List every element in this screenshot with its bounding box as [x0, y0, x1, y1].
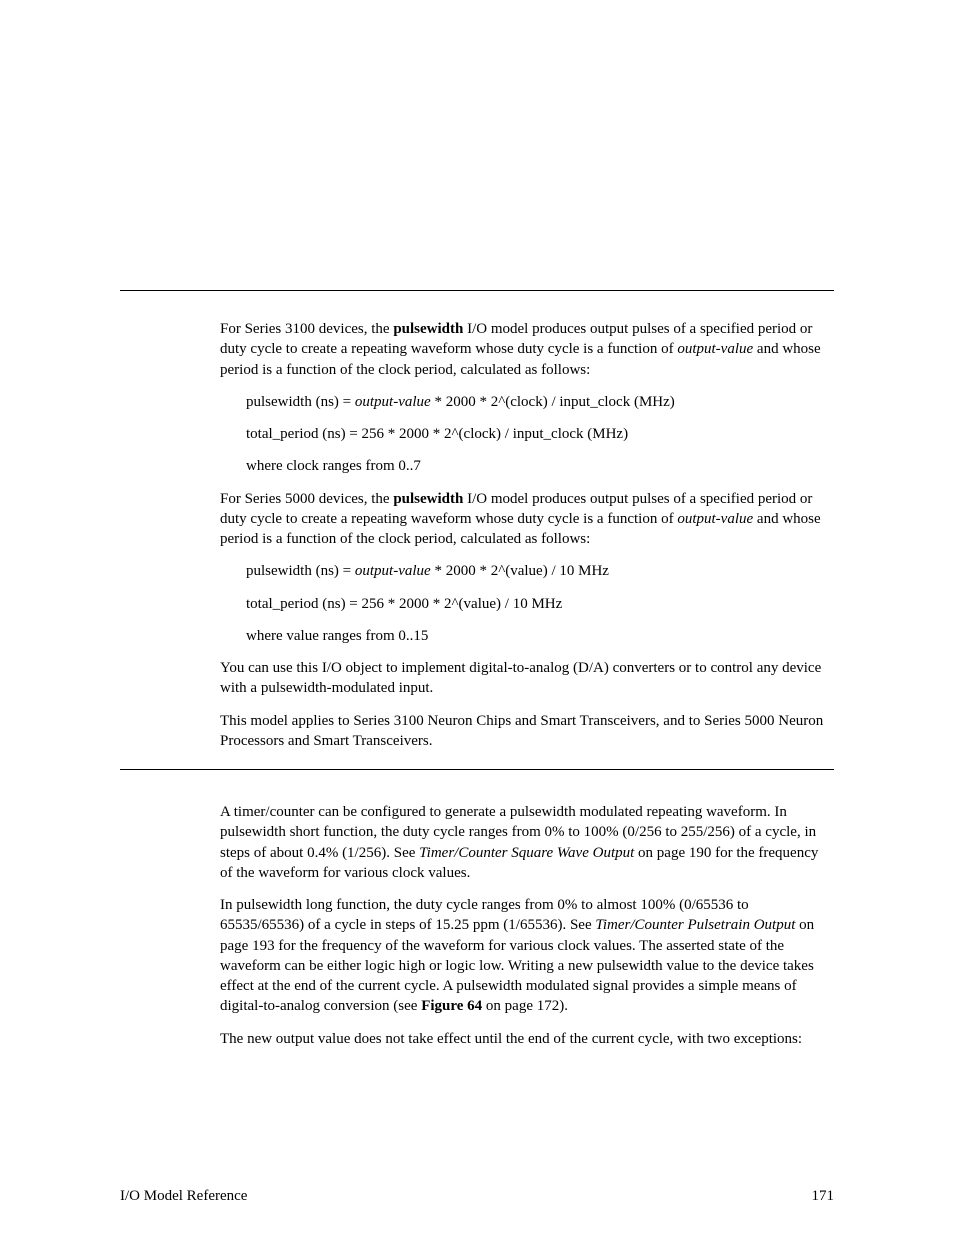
text-fragment: For Series 3100 devices, the: [220, 321, 393, 337]
formula-line: where value ranges from 0..15: [246, 626, 834, 646]
body-paragraph: You can use this I/O object to implement…: [220, 658, 834, 699]
text-italic: output-value: [677, 341, 753, 357]
section-divider-mid: [120, 769, 834, 770]
text-italic: output-value: [677, 511, 753, 527]
body-paragraph: A timer/counter can be configured to gen…: [220, 802, 834, 883]
text-fragment: * 2000 * 2^(clock) / input_clock (MHz): [431, 394, 675, 410]
text-bold: Figure 64: [421, 998, 482, 1014]
text-bold: pulsewidth: [393, 321, 463, 337]
section-divider-top: [120, 290, 834, 291]
text-fragment: on page 172).: [482, 998, 568, 1014]
text-fragment: pulsewidth (ns) =: [246, 394, 355, 410]
formula-line: total_period (ns) = 256 * 2000 * 2^(valu…: [246, 594, 834, 614]
page-footer: I/O Model Reference 171: [120, 1188, 834, 1205]
text-fragment: For Series 5000 devices, the: [220, 491, 393, 507]
formula-line: pulsewidth (ns) = output-value * 2000 * …: [246, 392, 834, 412]
footer-page-number: 171: [812, 1188, 835, 1205]
footer-left: I/O Model Reference: [120, 1188, 247, 1205]
formula-line: total_period (ns) = 256 * 2000 * 2^(cloc…: [246, 424, 834, 444]
text-bold: pulsewidth: [393, 491, 463, 507]
body-paragraph: This model applies to Series 3100 Neuron…: [220, 711, 834, 752]
text-fragment: * 2000 * 2^(value) / 10 MHz: [431, 563, 609, 579]
body-paragraph: In pulsewidth long function, the duty cy…: [220, 895, 834, 1017]
body-paragraph: For Series 5000 devices, the pulsewidth …: [220, 489, 834, 550]
text-fragment: pulsewidth (ns) =: [246, 563, 355, 579]
text-italic: output-value: [355, 563, 431, 579]
text-italic: output-value: [355, 394, 431, 410]
text-italic: Timer/Counter Square Wave Output: [419, 845, 634, 861]
text-italic: Timer/Counter Pulsetrain Output: [595, 917, 795, 933]
formula-line: pulsewidth (ns) = output-value * 2000 * …: [246, 561, 834, 581]
formula-line: where clock ranges from 0..7: [246, 456, 834, 476]
body-paragraph: For Series 3100 devices, the pulsewidth …: [220, 319, 834, 380]
body-paragraph: The new output value does not take effec…: [220, 1029, 834, 1049]
hardware-section: A timer/counter can be configured to gen…: [120, 802, 834, 1049]
